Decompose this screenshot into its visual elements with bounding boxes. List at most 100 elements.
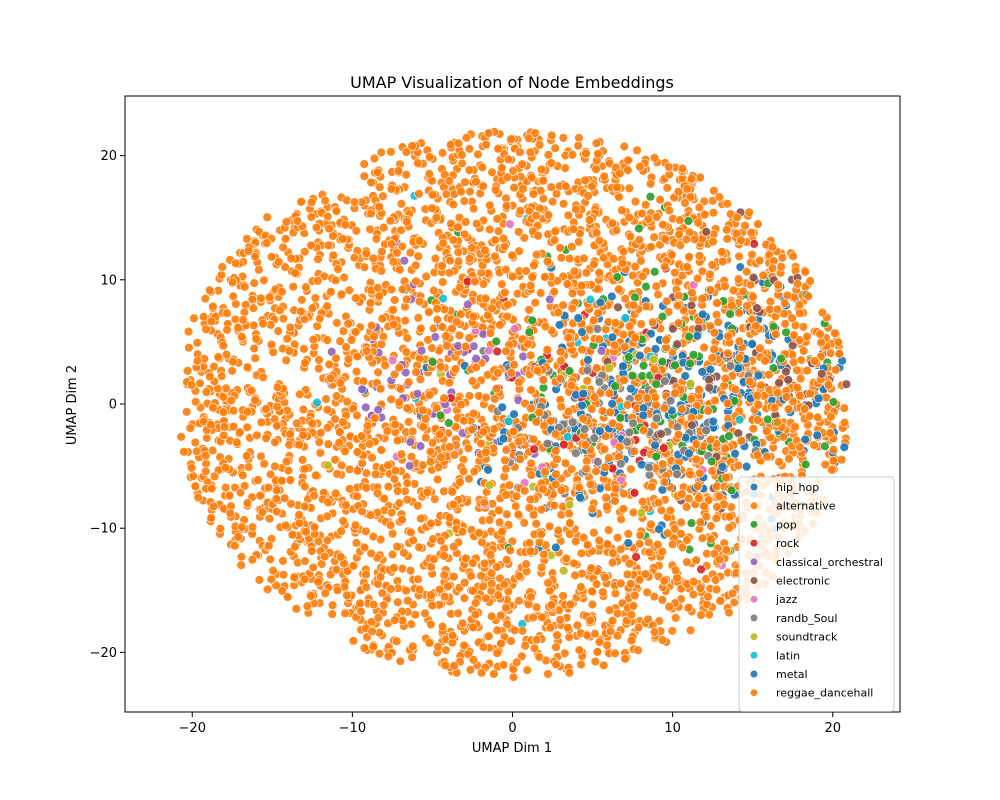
scatter-point-reggae_dancehall (184, 343, 194, 353)
scatter-point-alternative (464, 253, 475, 264)
scatter-point-reggae_dancehall (721, 225, 732, 235)
scatter-point-soundtrack (558, 565, 569, 576)
scatter-point-reggae_dancehall (492, 648, 502, 658)
scatter-point-reggae_dancehall (695, 517, 705, 527)
scatter-point-reggae_dancehall (225, 508, 235, 518)
scatter-point-reggae_dancehall (264, 292, 275, 303)
scatter-point-reggae_dancehall (526, 592, 536, 602)
scatter-point-reggae_dancehall (546, 158, 557, 168)
scatter-point-metal (551, 542, 561, 553)
scatter-point-alternative (182, 366, 193, 376)
scatter-point-reggae_dancehall (297, 295, 307, 305)
scatter-point-reggae_dancehall (673, 318, 684, 328)
scatter-point-reggae_dancehall (518, 184, 528, 194)
scatter-point-alternative (402, 495, 412, 505)
scatter-point-alternative (815, 329, 825, 339)
scatter-point-reggae_dancehall (711, 513, 721, 523)
scatter-point-alternative (839, 417, 850, 428)
scatter-point-alternative (230, 258, 241, 268)
scatter-point-reggae_dancehall (514, 571, 524, 581)
scatter-point-classical_orchestral (405, 437, 416, 447)
scatter-point-randb_Soul (651, 413, 662, 424)
scatter-point-alternative (667, 626, 677, 636)
scatter-point-alternative (464, 474, 474, 484)
scatter-point-reggae_dancehall (247, 554, 258, 565)
scatter-point-reggae_dancehall (370, 413, 380, 423)
scatter-point-reggae_dancehall (612, 182, 622, 193)
scatter-point-alternative (585, 615, 595, 625)
scatter-point-alternative (582, 540, 593, 550)
scatter-point-alternative (576, 548, 587, 559)
scatter-point-alternative (628, 300, 639, 310)
scatter-point-pop (638, 360, 649, 371)
scatter-point-rock (629, 488, 640, 498)
scatter-point-alternative (311, 470, 321, 481)
scatter-point-alternative (517, 159, 527, 169)
scatter-point-alternative (436, 452, 446, 462)
scatter-point-alternative (620, 654, 630, 664)
scatter-point-alternative (534, 652, 544, 662)
scatter-point-alternative (192, 338, 203, 348)
scatter-point-randb_Soul (660, 376, 670, 386)
scatter-point-reggae_dancehall (429, 554, 439, 564)
scatter-point-metal (497, 402, 507, 412)
scatter-point-hip_hop (680, 371, 690, 381)
scatter-point-alternative (633, 392, 643, 403)
y-tick-label: 10 (100, 273, 117, 288)
scatter-point-alternative (456, 187, 466, 197)
scatter-point-alternative (783, 404, 794, 414)
scatter-point-reggae_dancehall (464, 333, 474, 343)
scatter-point-reggae_dancehall (292, 418, 302, 428)
scatter-point-reggae_dancehall (647, 482, 657, 492)
scatter-point-alternative (492, 214, 502, 224)
scatter-point-alternative (578, 414, 588, 424)
scatter-point-alternative (727, 301, 737, 311)
scatter-point-reggae_dancehall (441, 645, 451, 655)
scatter-point-alternative (637, 496, 648, 507)
scatter-point-reggae_dancehall (373, 283, 383, 293)
scatter-point-reggae_dancehall (352, 466, 363, 476)
scatter-point-alternative (421, 414, 431, 424)
scatter-point-alternative (640, 569, 651, 579)
scatter-point-reggae_dancehall (428, 534, 438, 544)
scatter-point-pop (630, 292, 640, 302)
scatter-point-classical_orchestral (463, 299, 473, 310)
scatter-point-alternative (695, 583, 706, 593)
scatter-point-alternative (457, 618, 468, 628)
scatter-point-reggae_dancehall (275, 305, 285, 316)
scatter-point-reggae_dancehall (405, 247, 416, 258)
scatter-point-reggae_dancehall (717, 256, 728, 267)
scatter-point-reggae_dancehall (388, 305, 398, 315)
scatter-point-alternative (707, 260, 717, 270)
scatter-point-alternative (258, 372, 268, 383)
scatter-point-alternative (712, 502, 722, 512)
scatter-point-reggae_dancehall (334, 438, 344, 448)
scatter-point-alternative (497, 163, 507, 173)
scatter-point-reggae_dancehall (555, 347, 566, 357)
scatter-point-reggae_dancehall (736, 436, 746, 446)
scatter-point-alternative (772, 304, 783, 314)
scatter-point-reggae_dancehall (653, 539, 663, 550)
scatter-point-reggae_dancehall (598, 660, 609, 671)
scatter-point-reggae_dancehall (369, 331, 379, 342)
scatter-point-reggae_dancehall (447, 323, 457, 334)
scatter-point-alternative (581, 464, 592, 474)
scatter-point-alternative (448, 235, 458, 245)
scatter-point-reggae_dancehall (390, 615, 400, 625)
scatter-point-reggae_dancehall (551, 479, 561, 489)
scatter-point-alternative (501, 490, 511, 500)
scatter-point-pop (651, 379, 661, 389)
scatter-point-alternative (472, 219, 482, 229)
scatter-point-alternative (714, 491, 725, 501)
scatter-point-reggae_dancehall (594, 334, 604, 344)
scatter-point-metal (483, 465, 493, 475)
scatter-point-metal (654, 524, 664, 534)
scatter-point-reggae_dancehall (377, 246, 387, 257)
scatter-point-reggae_dancehall (591, 164, 601, 175)
scatter-point-reggae_dancehall (447, 487, 457, 497)
legend-marker (749, 651, 759, 660)
legend-label: soundtrack (776, 631, 838, 644)
scatter-point-reggae_dancehall (752, 390, 762, 400)
scatter-point-jazz (388, 355, 398, 365)
scatter-point-alternative (402, 478, 413, 488)
